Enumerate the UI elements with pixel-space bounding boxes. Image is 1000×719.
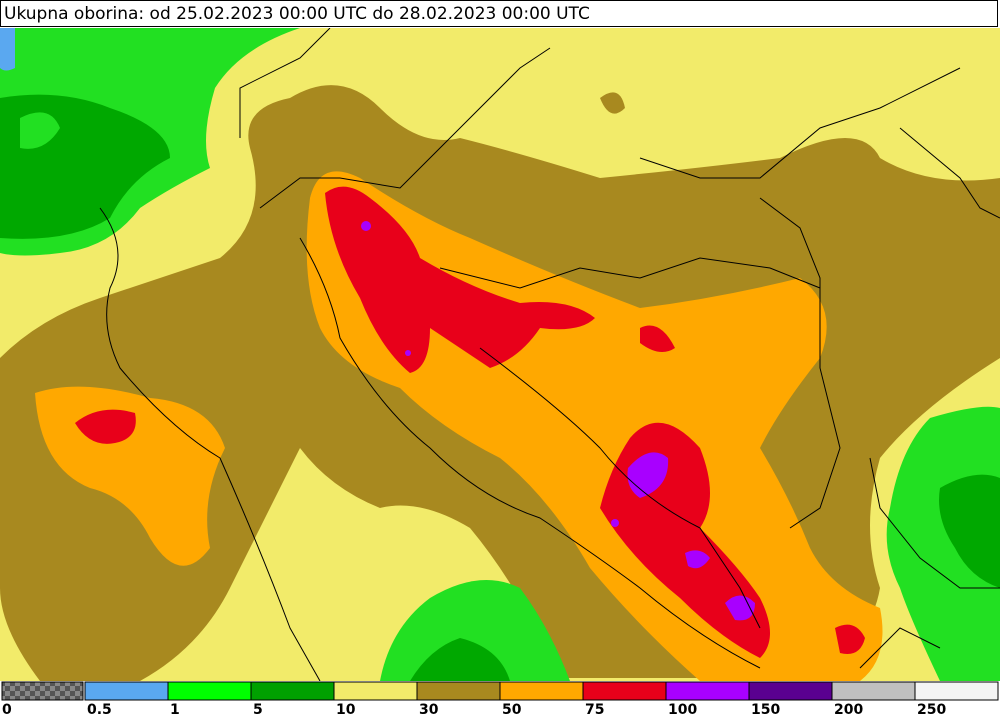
legend-label: 1 [170, 702, 180, 718]
legend-label: 150 [751, 702, 780, 718]
legend-swatch [748, 681, 833, 701]
legend-swatch [831, 681, 916, 701]
legend-swatch [582, 681, 667, 701]
legend-label: 100 [668, 702, 697, 718]
precipitation-map [0, 28, 1000, 681]
legend-swatch [250, 681, 335, 701]
legend-swatch [84, 681, 169, 701]
legend-label: 200 [834, 702, 863, 718]
legend-label: 250 [917, 702, 946, 718]
legend-label: 0 [2, 702, 12, 718]
legend-label: 50 [502, 702, 522, 718]
legend-label: 5 [253, 702, 263, 718]
legend-swatch [167, 681, 252, 701]
legend-swatch [914, 681, 999, 701]
legend: 0 0.5 1 5 10 30 50 75 100 150 200 250 [1, 681, 999, 718]
legend-swatch [333, 681, 418, 701]
legend-label: 75 [585, 702, 604, 718]
legend-swatch [1, 681, 84, 701]
legend-label: 10 [336, 702, 356, 718]
legend-swatch [665, 681, 750, 701]
map-title: Ukupna oborina: od 25.02.2023 00:00 UTC … [0, 0, 998, 27]
legend-swatch [499, 681, 584, 701]
legend-swatch [416, 681, 501, 701]
legend-label: 0.5 [87, 702, 112, 718]
legend-label: 30 [419, 702, 439, 718]
